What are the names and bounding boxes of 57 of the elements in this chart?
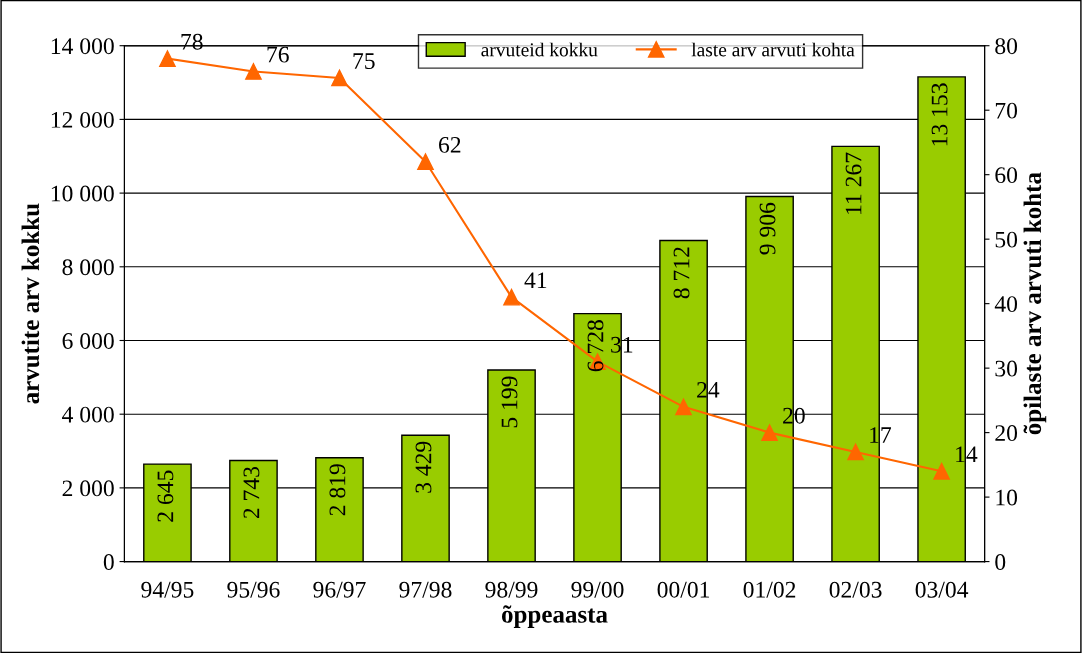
x-tick-label: 99/00 [571, 581, 624, 598]
data-label: 8 712 [673, 247, 690, 299]
y2-tick-label: 30 [995, 360, 1018, 377]
y2-tick-label: 0 [995, 554, 1006, 570]
y2-tick-label: 20 [995, 425, 1018, 442]
point [331, 69, 348, 87]
data-label: 2 645 [157, 470, 174, 522]
legend-label: laste arv arvuti kohta [691, 42, 855, 57]
data-label: 3 429 [415, 441, 432, 493]
data-label: 9 906 [759, 202, 776, 255]
point [847, 443, 864, 461]
data-label: 76 [267, 46, 289, 63]
x-tick-label: 03/04 [915, 581, 969, 598]
x-tick-label: 96/97 [313, 581, 366, 598]
y-tick-label: 10 000 [51, 185, 114, 202]
data-label: 41 [524, 272, 547, 288]
data-label: 6 728 [587, 320, 604, 372]
y2-tick-label: 80 [995, 38, 1018, 55]
x-tick-label: 97/98 [399, 581, 452, 598]
x-axis-title: õppeaasta [502, 605, 608, 628]
data-label: 31 [611, 336, 633, 353]
point [933, 462, 950, 480]
point [159, 50, 176, 67]
y-tick-label: 6 000 [62, 332, 114, 349]
data-label: 5 199 [501, 376, 518, 428]
x-tick-label: 00/01 [657, 581, 710, 598]
y2-axis-title: õpilaste arv arvuti kohta [1023, 172, 1047, 435]
y-tick-label: 4 000 [62, 406, 114, 423]
y2-tick-label: 60 [995, 167, 1018, 184]
y2-tick-label: 10 [996, 489, 1018, 506]
point [675, 398, 692, 416]
y2-tick-label: 70 [995, 102, 1018, 119]
data-label: 2 743 [243, 466, 260, 519]
point [417, 153, 434, 171]
y2-tick-label: 50 [995, 231, 1018, 248]
x-tick-label: 94/95 [141, 581, 194, 598]
point [503, 288, 520, 306]
x-tick-label: 02/03 [829, 581, 882, 598]
data-label: 2 819 [329, 464, 346, 516]
x-tick-label: 01/02 [743, 581, 796, 598]
data-label: 13 153 [931, 83, 948, 146]
y-tick-label: 8 000 [62, 259, 114, 276]
data-label: 75 [353, 53, 375, 69]
y-axis-title: arvutite arv kokku [21, 203, 40, 404]
point [761, 424, 778, 441]
data-label: 20 [783, 407, 805, 424]
point [245, 63, 262, 80]
data-label: 11 267 [845, 152, 862, 214]
x-tick-label: 95/96 [227, 581, 280, 598]
legend-label: arvuteid kokku [481, 42, 598, 57]
x-tick-label: 98/99 [485, 581, 538, 598]
data-label: 62 [439, 136, 461, 153]
y2-tick-label: 40 [994, 296, 1018, 313]
y-tick-label: 2 000 [62, 480, 114, 497]
y-tick-label: 12 000 [51, 111, 114, 128]
y-tick-label: 0 [103, 554, 114, 570]
y-tick-label: 14 000 [51, 38, 114, 55]
